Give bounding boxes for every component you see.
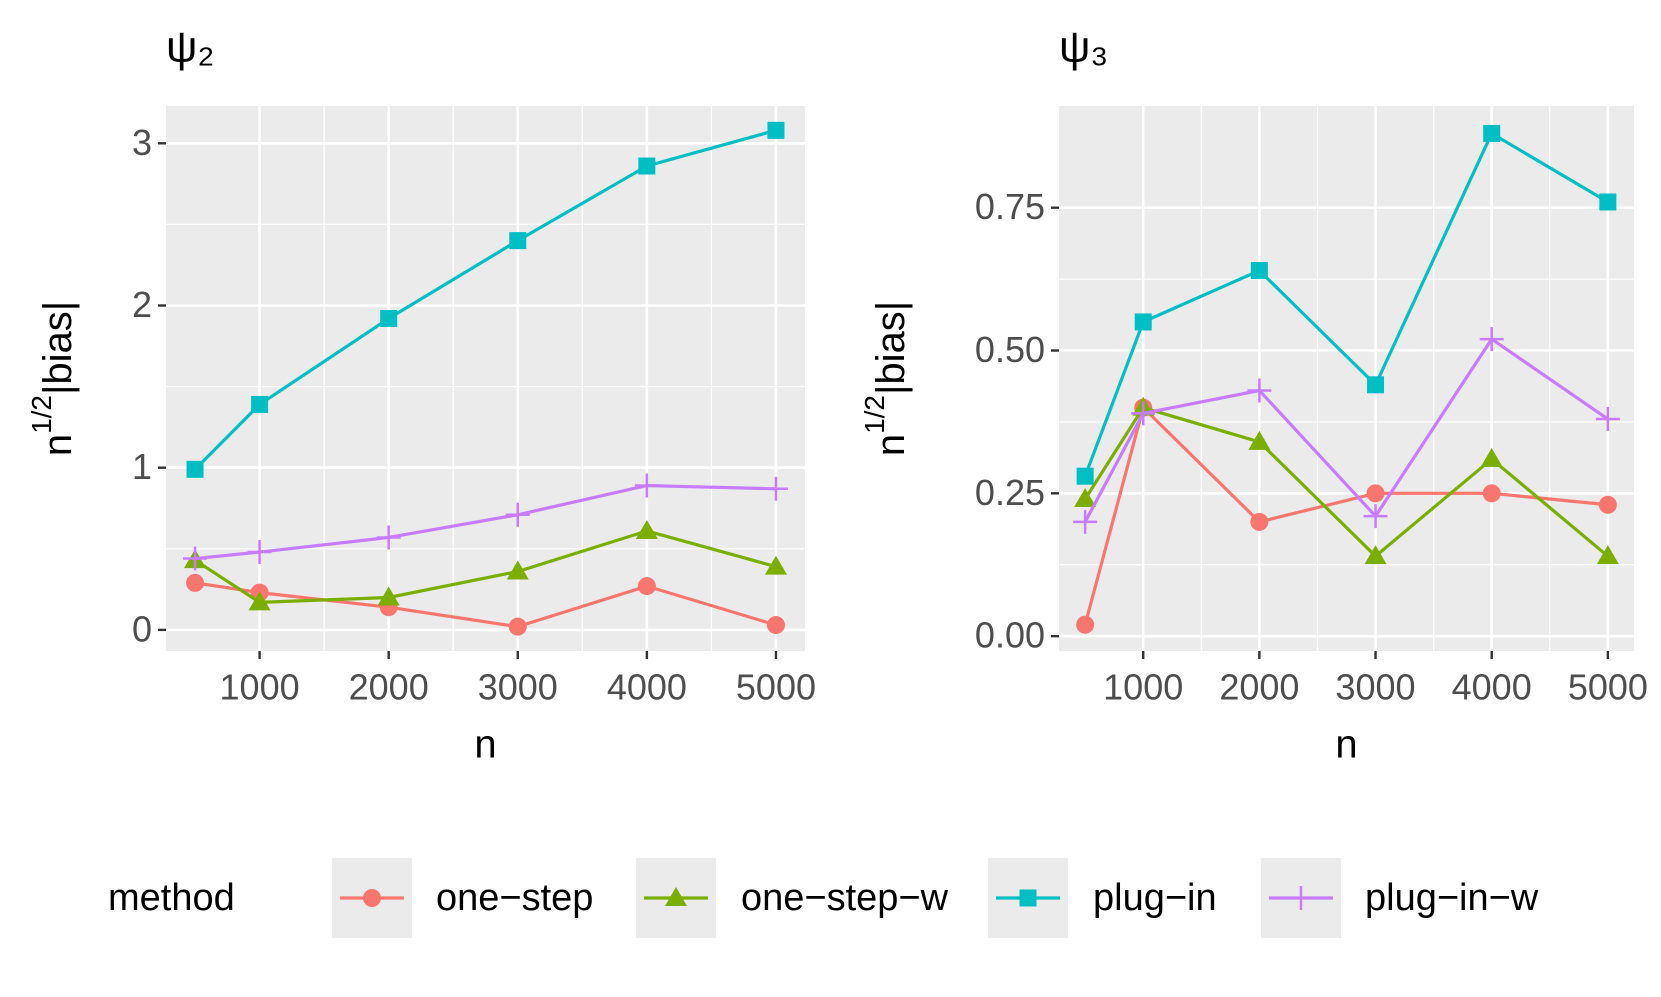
legend-title: method [108,877,235,919]
series-line [1083,405,1609,559]
point [1134,313,1152,331]
point [638,157,656,175]
x-axis-label: n [474,723,496,767]
point [1482,484,1501,503]
x-tick-label: 2000 [1219,667,1299,708]
point [1366,484,1385,503]
x-tick-label: 3000 [478,667,558,708]
y-tick-label: 2 [132,284,152,325]
point [183,546,208,571]
series-line [1083,336,1609,523]
point [1248,430,1271,450]
point [1595,407,1620,432]
point [1074,488,1097,508]
legend-label: plug−in−w [1365,877,1539,919]
point [506,560,529,580]
point [1599,193,1617,211]
legend-label: one−step [436,877,593,919]
x-tick-label: 5000 [736,667,816,708]
chart-title: ψ₃ [1059,23,1108,72]
x-tick-label: 5000 [1568,667,1648,708]
point [763,476,788,501]
y-tick-label: 0.00 [975,615,1045,656]
point [1076,615,1095,634]
point [505,502,530,527]
y-axis-label-superscript: 1/2 [26,395,57,434]
point [1367,376,1385,394]
point [1250,512,1269,531]
y-axis-label-base: n [869,434,913,456]
y-tick-label: 3 [132,122,152,163]
legend-marker [363,889,381,907]
point [1364,545,1387,565]
point [1363,504,1388,529]
point [635,519,658,539]
series-line [194,581,777,629]
series-line [193,128,777,471]
point [380,309,398,327]
point [767,121,785,139]
point [186,460,204,478]
point [1598,495,1617,514]
point [764,555,787,575]
series-line [1083,404,1609,626]
y-axis-label-text: |bias| [36,301,80,395]
legend-marker [1019,889,1037,907]
y-axis-label-base: n [36,434,80,456]
y-axis-label-superscript: 1/2 [859,395,890,434]
point [1596,545,1619,565]
point [634,473,659,498]
point [186,573,205,592]
y-tick-label: 0.25 [975,472,1045,513]
point [1479,327,1504,352]
x-axis-label: n [1335,723,1357,767]
point [247,540,272,565]
x-tick-label: 2000 [349,667,429,708]
legend-marker [1289,886,1313,910]
y-axis-label: n1/2|bias| [26,301,79,456]
y-tick-label: 0.75 [975,186,1045,227]
x-tick-label: 1000 [1103,667,1183,708]
x-tick-label: 4000 [607,667,687,708]
series-line [1083,131,1609,477]
x-tick-label: 3000 [1335,667,1415,708]
plot-background [1059,106,1634,651]
point [377,586,400,606]
point [1250,262,1268,280]
point [376,525,401,550]
point [248,591,271,611]
legend-label: plug−in [1093,877,1217,919]
y-axis-label: n1/2|bias| [859,301,912,456]
point [1247,378,1272,403]
y-axis-label-text: |bias| [869,301,913,395]
series-line [194,529,777,604]
point [509,232,527,250]
x-tick-label: 4000 [1452,667,1532,708]
point [508,617,527,636]
point [1073,509,1098,534]
point [251,395,269,413]
point [766,616,785,635]
legend-label: one−step−w [741,877,949,919]
point [1480,448,1503,468]
point [637,577,656,596]
y-tick-label: 0.50 [975,329,1045,370]
y-tick-label: 0 [132,608,152,649]
point [1483,124,1501,142]
y-tick-label: 1 [132,446,152,487]
legend-marker [665,887,687,906]
x-tick-label: 1000 [220,667,300,708]
point [1076,467,1094,485]
point [1131,401,1156,426]
chart-title: ψ₂ [166,23,214,72]
plot-background [166,106,805,651]
